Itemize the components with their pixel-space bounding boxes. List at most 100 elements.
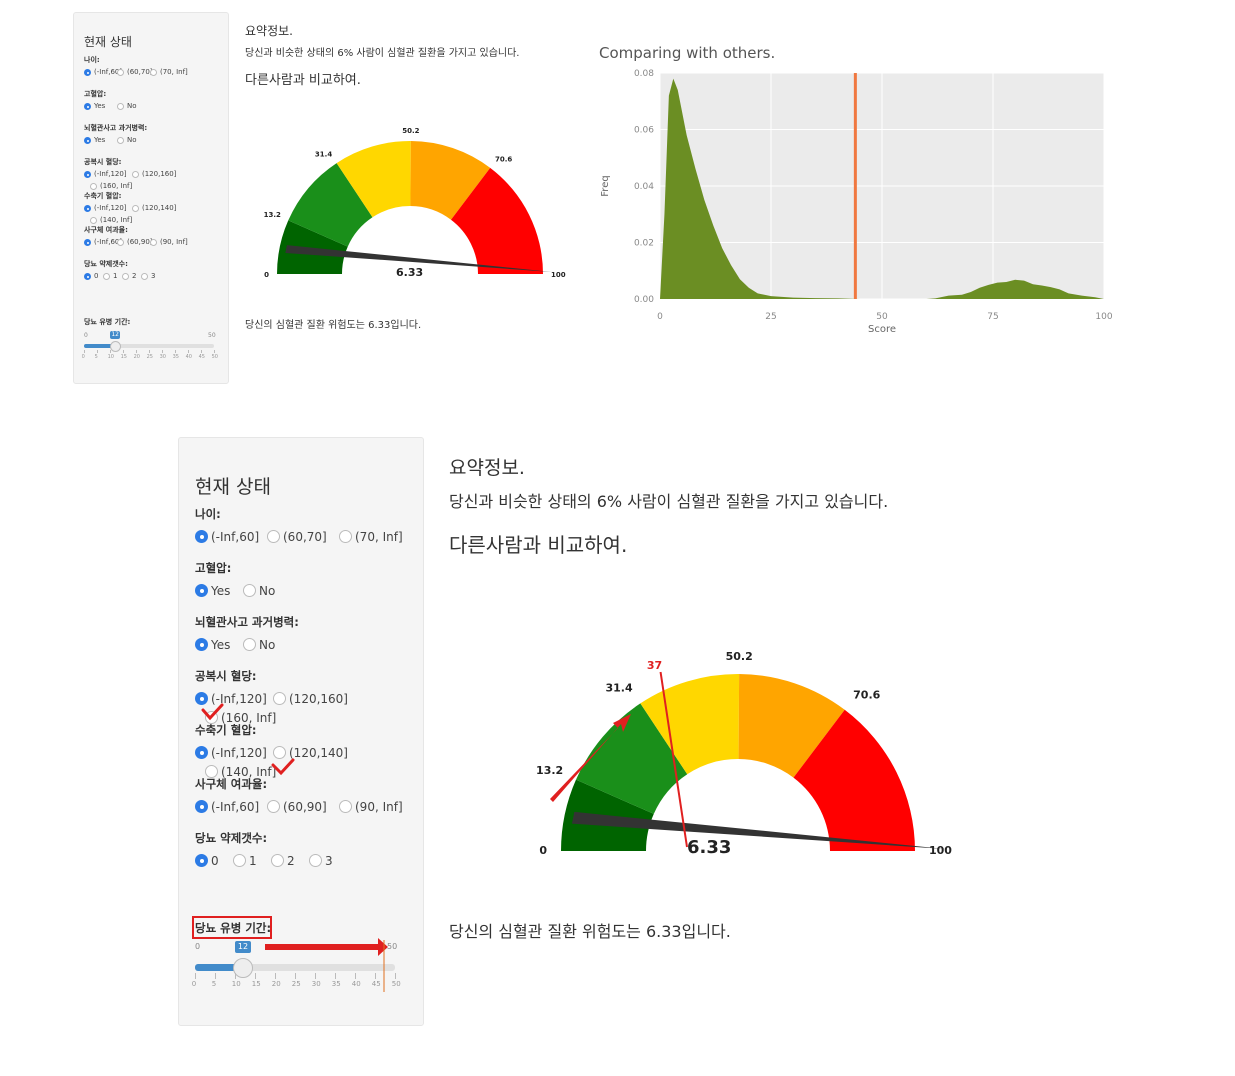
radio-button[interactable] — [195, 854, 208, 867]
radio-group-label: 뇌혈관사고 과거병력: — [195, 615, 299, 629]
radio-option-label[interactable]: 3 — [325, 854, 333, 868]
radio-option-label[interactable]: (-Inf,60] — [94, 68, 123, 76]
radio-option-label[interactable]: (140, Inf] — [100, 216, 133, 224]
summary-sentence: 당신과 비슷한 상태의 6% 사람이 심혈관 질환을 가지고 있습니다. — [245, 48, 520, 59]
radio-button[interactable] — [195, 692, 208, 705]
radio-button[interactable] — [84, 103, 91, 110]
radio-button[interactable] — [117, 69, 124, 76]
radio-button[interactable] — [233, 854, 246, 867]
radio-button[interactable] — [132, 205, 139, 212]
slider-fill — [84, 344, 116, 348]
radio-option-label[interactable]: (120,160] — [142, 170, 177, 178]
radio-option-label[interactable]: Yes — [94, 102, 106, 110]
radio-option-label[interactable]: (140, Inf] — [221, 765, 277, 779]
radio-option-label[interactable]: (120,140] — [289, 746, 348, 760]
radio-button[interactable] — [339, 530, 352, 543]
radio-button[interactable] — [84, 239, 91, 246]
radio-option-label[interactable]: (-Inf,60] — [211, 530, 260, 544]
radio-option-label[interactable]: 3 — [151, 272, 156, 280]
radio-button[interactable] — [84, 273, 91, 280]
radio-option-label[interactable]: No — [127, 102, 137, 110]
slider-tick-label: 20 — [133, 354, 140, 360]
radio-option-label[interactable]: (70, Inf] — [355, 530, 403, 544]
radio-button[interactable] — [273, 692, 286, 705]
slider-min: 0 — [195, 942, 201, 951]
radio-option-label[interactable]: Yes — [211, 584, 231, 598]
radio-button[interactable] — [271, 854, 284, 867]
radio-button[interactable] — [150, 69, 157, 76]
compare-heading: 다른사람과 비교하여. — [245, 73, 361, 88]
radio-button[interactable] — [117, 239, 124, 246]
radio-button[interactable] — [309, 854, 322, 867]
radio-button[interactable] — [132, 171, 139, 178]
radio-option-label[interactable]: (90, Inf] — [160, 238, 188, 246]
radio-option-label[interactable]: (160, Inf] — [221, 711, 277, 725]
slider-tick-label: 30 — [159, 354, 166, 360]
radio-button[interactable] — [150, 239, 157, 246]
radio-option-label[interactable]: 1 — [249, 854, 257, 868]
radio-button[interactable] — [117, 103, 124, 110]
radio-button[interactable] — [195, 584, 208, 597]
radio-option-label[interactable]: Yes — [94, 136, 106, 144]
annotation-value-label: 37 — [647, 659, 662, 672]
radio-button[interactable] — [90, 183, 97, 190]
radio-button[interactable] — [84, 69, 91, 76]
radio-option-label[interactable]: (-Inf,60] — [211, 800, 260, 814]
radio-button[interactable] — [267, 800, 280, 813]
radio-button[interactable] — [339, 800, 352, 813]
radio-option-label[interactable]: No — [259, 638, 276, 652]
radio-option-label[interactable]: (120,140] — [142, 204, 177, 212]
radio-button[interactable] — [243, 584, 256, 597]
radio-button[interactable] — [84, 137, 91, 144]
radio-button[interactable] — [84, 205, 91, 212]
radio-option-label[interactable]: 0 — [94, 272, 99, 280]
radio-option-label[interactable]: (-Inf,120] — [211, 746, 267, 760]
radio-option-label[interactable]: (160, Inf] — [100, 182, 133, 190]
radio-option-label[interactable]: (-Inf,120] — [211, 692, 267, 706]
radio-button[interactable] — [195, 746, 208, 759]
radio-button[interactable] — [243, 638, 256, 651]
radio-option-label[interactable]: No — [259, 584, 276, 598]
annotation-line — [659, 671, 688, 848]
radio-option-label[interactable]: Yes — [211, 638, 231, 652]
radio-option-label[interactable]: (60,90] — [127, 238, 153, 246]
x-tick-label: 0 — [657, 312, 663, 322]
radio-option-label[interactable]: 0 — [211, 854, 219, 868]
radio-option-label[interactable]: (-Inf,60] — [94, 238, 123, 246]
radio-option-label[interactable]: 1 — [113, 272, 118, 280]
radio-button[interactable] — [141, 273, 148, 280]
radio-button[interactable] — [84, 171, 91, 178]
gauge-break-label: 100 — [929, 844, 952, 857]
gauge-needle — [571, 811, 945, 849]
gauge-segment — [450, 167, 543, 274]
slider-handle[interactable] — [233, 957, 253, 978]
radio-option-label[interactable]: (70, Inf] — [160, 68, 188, 76]
radio-option-label[interactable]: 2 — [287, 854, 295, 868]
radio-button[interactable] — [90, 217, 97, 224]
radio-option-label[interactable]: (60,70] — [283, 530, 327, 544]
radio-option-label[interactable]: (60,90] — [283, 800, 327, 814]
radio-button[interactable] — [273, 746, 286, 759]
radio-button[interactable] — [103, 273, 110, 280]
radio-button[interactable] — [195, 800, 208, 813]
slider-tick-label: 5 — [211, 980, 217, 988]
radio-group-label: 나이: — [195, 507, 221, 521]
radio-button[interactable] — [117, 137, 124, 144]
slider-track[interactable] — [84, 344, 214, 348]
radio-button[interactable] — [122, 273, 129, 280]
radio-option-label[interactable]: (60,70] — [127, 68, 153, 76]
slider-track[interactable] — [195, 964, 395, 971]
radio-option-label[interactable]: (120,160] — [289, 692, 348, 706]
radio-button[interactable] — [195, 638, 208, 651]
radio-button[interactable] — [205, 765, 218, 778]
slider-handle[interactable] — [109, 340, 121, 352]
radio-button[interactable] — [195, 530, 208, 543]
radio-option-label[interactable]: (-Inf,120] — [94, 204, 127, 212]
radio-option-label[interactable]: (-Inf,120] — [94, 170, 127, 178]
radio-option-label[interactable]: 2 — [132, 272, 137, 280]
radio-button[interactable] — [267, 530, 280, 543]
radio-option-label[interactable]: (90, Inf] — [355, 800, 403, 814]
radio-option-label[interactable]: No — [127, 136, 137, 144]
slider-tick-label: 10 — [231, 980, 241, 988]
slider-tick-label: 15 — [120, 354, 127, 360]
